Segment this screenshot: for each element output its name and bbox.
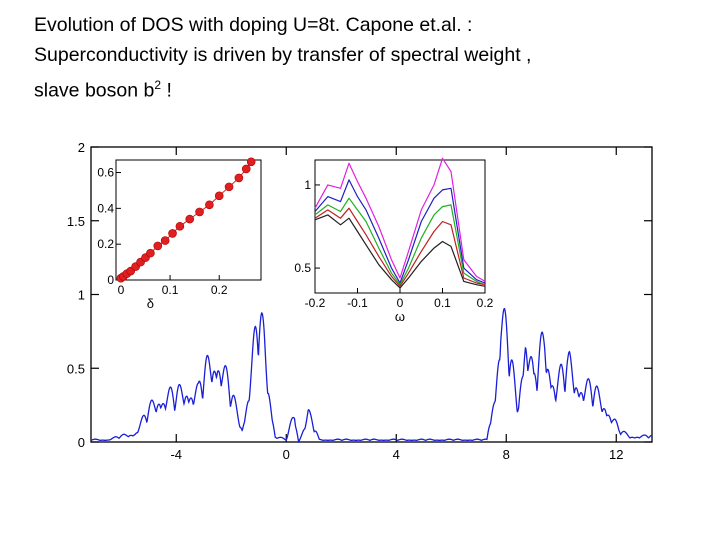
- b2-data-point: [246, 157, 256, 167]
- x-tick-label: 8: [503, 447, 510, 462]
- omega-series-blue: [314, 179, 486, 284]
- inset1-x-tick-label: 0: [118, 283, 125, 297]
- omega-series-black: [314, 214, 486, 289]
- b2-data-point: [175, 221, 185, 231]
- dos-series-line: [91, 307, 653, 444]
- b2-data-point: [168, 229, 177, 238]
- title-line-1: Evolution of DOS with doping U=8t. Capon…: [34, 14, 473, 36]
- omega-series-green: [314, 197, 486, 286]
- b2-data-point: [205, 200, 214, 210]
- title-line-2: Superconductivity is driven by transfer …: [34, 44, 532, 66]
- inset2-x-tick-label: 0.2: [477, 296, 494, 310]
- inset-omega-chart: -0.2 -0.1 0 0.1 0.2 0.5 1 ω: [294, 157, 494, 324]
- x-tick-label: -4: [170, 447, 182, 462]
- b2-data-point: [195, 207, 204, 217]
- title-line-3-text: slave boson b: [34, 79, 155, 102]
- inset1-y-tick-label: 0.6: [97, 166, 114, 180]
- y-tick-label: 1.5: [67, 214, 85, 229]
- inset2-x-tick-label: -0.2: [305, 296, 326, 310]
- inset2-y-tick-label: 0.5: [294, 261, 311, 275]
- title-line-3-end: !: [161, 79, 172, 102]
- y-tick-label: 0.5: [67, 361, 85, 376]
- title-line-3-superscript: 2: [154, 78, 162, 92]
- inset2-x-tick-label: 0.1: [434, 296, 451, 310]
- b2-data-point: [234, 173, 244, 183]
- b2-data-point: [224, 182, 234, 192]
- omega-series-magenta: [314, 157, 486, 282]
- b2-data-point: [185, 214, 195, 224]
- b2-data-point: [146, 248, 155, 258]
- inset1-x-tick-label: 0.1: [162, 283, 179, 297]
- omega-series-red: [314, 207, 486, 287]
- y-tick-label: 2: [78, 140, 85, 155]
- slide-title: Evolution of DOS with doping U=8t. Capon…: [34, 10, 694, 106]
- title-line-3: slave boson b2 !: [34, 70, 694, 106]
- inset-b2-chart: 0 0.1 0.2 0 0.2 0.4 0.6 δ: [97, 157, 262, 311]
- inset1-x-tick-label: 0.2: [211, 283, 228, 297]
- inset2-x-axis-label: ω: [395, 309, 405, 324]
- inset2-x-tick-label: 0: [397, 296, 404, 310]
- x-tick-label: 12: [609, 447, 623, 462]
- y-tick-label: 1: [78, 288, 85, 303]
- inset1-y-tick-label: 0: [107, 273, 114, 287]
- b2-data-point: [214, 191, 224, 201]
- b2-data-point: [153, 241, 163, 251]
- b2-data-point: [160, 236, 170, 245]
- x-tick-label: 4: [393, 447, 400, 462]
- inset2-y-tick-label: 1: [304, 178, 311, 192]
- inset2-x-tick-label: -0.1: [347, 296, 368, 310]
- x-tick-label: 0: [283, 447, 290, 462]
- inset1-x-axis-label: δ: [147, 296, 154, 311]
- inset1-y-tick-label: 0.4: [97, 201, 114, 215]
- inset1-y-tick-label: 0.2: [97, 237, 114, 251]
- b2-data-point: [241, 164, 251, 174]
- y-tick-label: 0: [78, 435, 85, 450]
